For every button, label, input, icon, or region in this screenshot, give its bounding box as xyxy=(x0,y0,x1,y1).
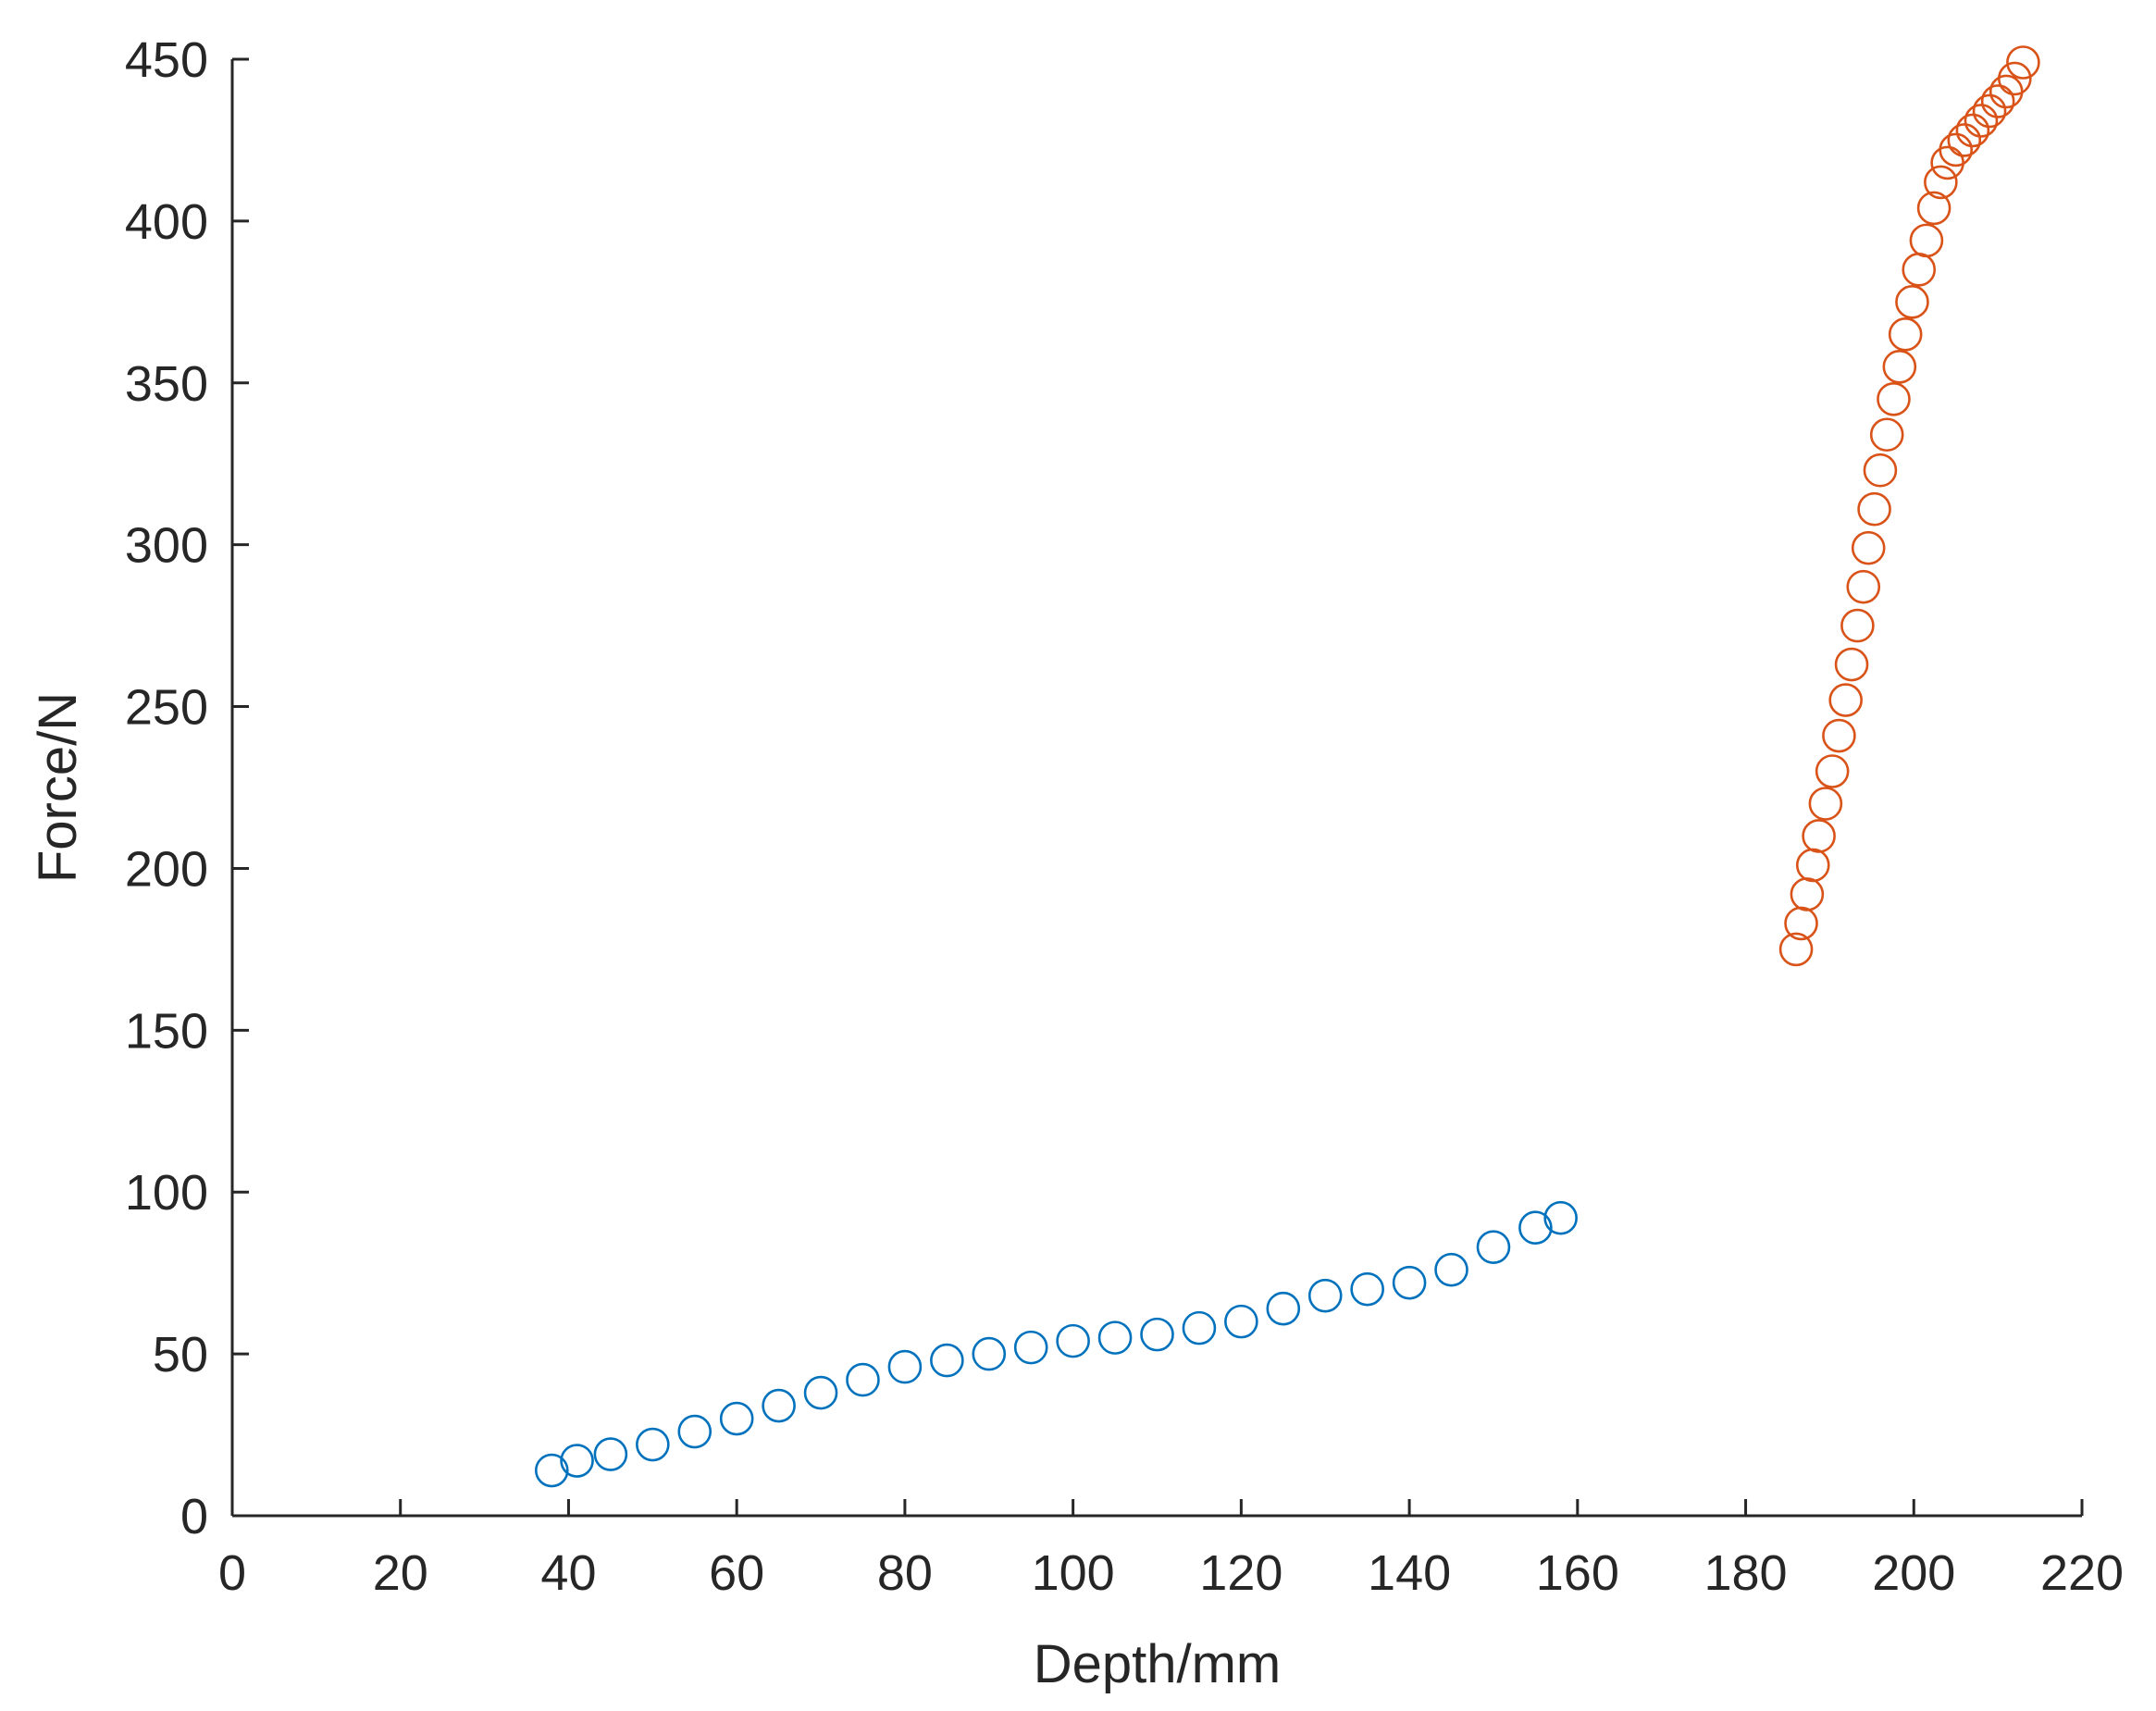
data-point xyxy=(1840,608,1875,643)
x-tick-label: 60 xyxy=(709,1545,764,1601)
axes xyxy=(230,59,2082,1518)
data-point xyxy=(719,1401,754,1436)
series-1 xyxy=(534,1200,1578,1488)
data-point xyxy=(1980,84,2015,118)
data-point xyxy=(1947,123,1982,157)
x-tick-label: 140 xyxy=(1368,1545,1451,1601)
data-point xyxy=(1877,381,1911,416)
x-tick-label: 20 xyxy=(373,1545,428,1601)
x-tick-label: 160 xyxy=(1536,1545,1619,1601)
x-tick-label: 100 xyxy=(1032,1545,1115,1601)
data-point xyxy=(1955,113,1990,148)
y-tick-label: 200 xyxy=(125,841,208,897)
data-point xyxy=(534,1453,569,1488)
y-ticks: 0 50 100 150 200 250 300 350 400 450 xyxy=(125,32,249,1544)
data-point xyxy=(1895,285,1929,319)
data-point xyxy=(1815,754,1850,788)
data-point xyxy=(1802,819,1836,853)
data-point xyxy=(636,1427,670,1462)
y-tick-label: 50 xyxy=(153,1327,208,1382)
data-point xyxy=(1857,491,1891,527)
data-point xyxy=(846,1362,880,1397)
data-point xyxy=(1266,1291,1301,1326)
y-tick-label: 350 xyxy=(125,356,208,412)
y-tick-label: 450 xyxy=(125,32,208,88)
data-point xyxy=(1392,1265,1427,1300)
data-point xyxy=(1916,191,1952,226)
data-point xyxy=(1998,61,2032,96)
data-point xyxy=(1097,1320,1133,1355)
data-point xyxy=(1056,1323,1090,1358)
data-point xyxy=(1140,1317,1174,1352)
x-tick-label: 180 xyxy=(1704,1545,1787,1601)
data-point xyxy=(1939,132,1974,167)
data-point xyxy=(1543,1200,1578,1235)
x-tick-label: 220 xyxy=(2040,1545,2124,1601)
data-point xyxy=(887,1349,923,1384)
x-ticks: 0 20 40 60 80 100 120 140 160 180 200 220 xyxy=(218,1499,2124,1601)
data-point xyxy=(677,1414,712,1449)
data-point xyxy=(1846,569,1881,604)
x-tick-label: 120 xyxy=(1199,1545,1282,1601)
data-point xyxy=(930,1343,964,1378)
data-point xyxy=(1828,683,1863,717)
data-point xyxy=(1909,223,1944,258)
data-point xyxy=(1795,848,1830,883)
data-point xyxy=(1888,317,1923,352)
data-point xyxy=(972,1336,1007,1371)
y-tick-label: 0 xyxy=(180,1489,208,1544)
data-point xyxy=(1964,104,1999,138)
y-axis-label: Force/N xyxy=(28,692,88,883)
y-tick-label: 250 xyxy=(125,680,208,736)
data-point xyxy=(1307,1278,1343,1313)
data-point xyxy=(1013,1330,1048,1365)
data-point xyxy=(1434,1252,1468,1287)
data-point xyxy=(803,1375,838,1410)
x-tick-label: 0 xyxy=(218,1545,246,1601)
data-point xyxy=(762,1388,796,1423)
y-tick-label: 300 xyxy=(125,518,208,574)
y-tick-label: 150 xyxy=(125,1003,208,1059)
data-point xyxy=(2006,45,2040,80)
data-point xyxy=(1790,877,1825,911)
data-point xyxy=(1882,349,1917,384)
data-point xyxy=(1834,647,1869,682)
series-2 xyxy=(1778,45,2040,967)
data-point xyxy=(1182,1310,1217,1345)
data-point xyxy=(1863,453,1898,488)
x-tick-label: 200 xyxy=(1872,1545,1955,1601)
data-point xyxy=(1778,932,1814,967)
data-point xyxy=(1822,718,1856,753)
data-point xyxy=(1972,93,2007,129)
data-point xyxy=(593,1437,628,1471)
data-point xyxy=(1924,165,1958,200)
data-point xyxy=(1518,1210,1553,1245)
data-point xyxy=(1851,530,1886,565)
y-tick-label: 100 xyxy=(125,1165,208,1221)
data-point xyxy=(1902,253,1937,287)
x-axis-label: Depth/mm xyxy=(1034,1634,1282,1694)
x-tick-label: 80 xyxy=(877,1545,933,1601)
data-point xyxy=(1869,417,1904,453)
data-point xyxy=(560,1444,594,1478)
x-tick-label: 40 xyxy=(540,1545,596,1601)
data-point xyxy=(1476,1230,1511,1264)
y-tick-label: 400 xyxy=(125,194,208,250)
data-point xyxy=(1350,1271,1384,1307)
data-point xyxy=(1224,1304,1258,1339)
data-markers xyxy=(534,45,2040,1488)
data-point xyxy=(1808,787,1843,821)
